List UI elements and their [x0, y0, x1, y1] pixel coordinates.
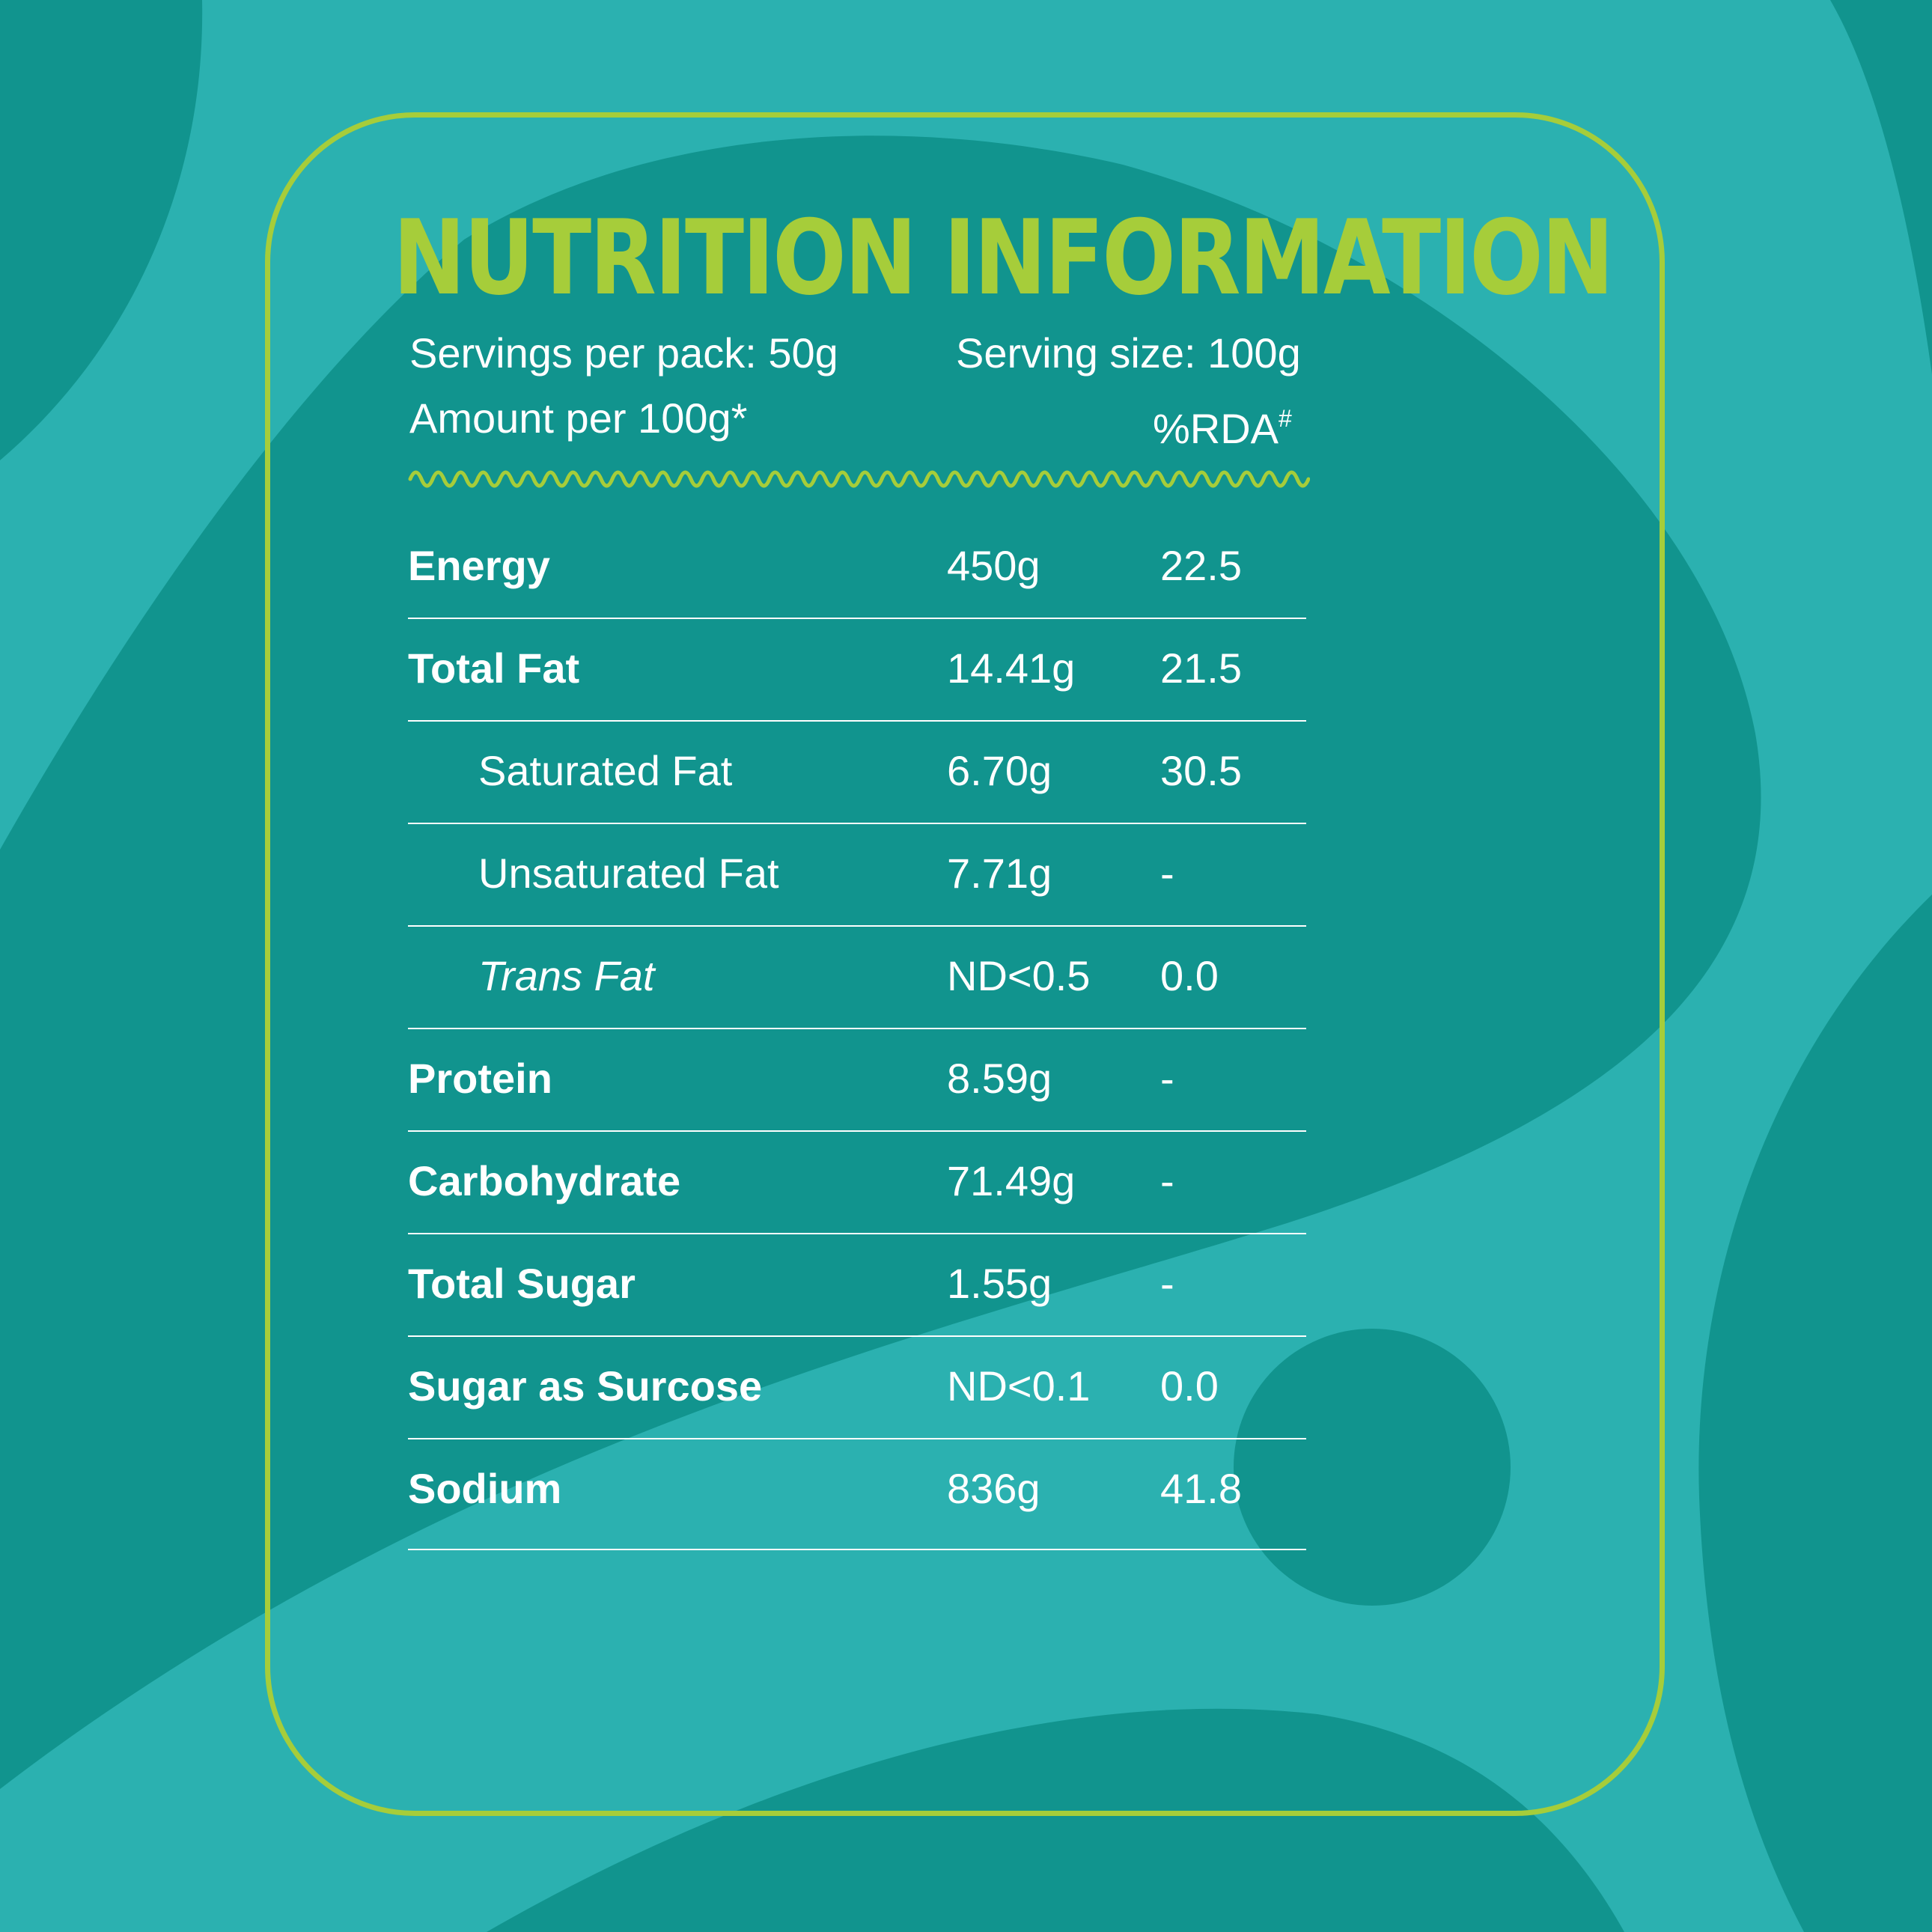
table-row: Carbohydrate 71.49g -: [408, 1132, 1306, 1234]
nutrient-amount: ND<0.1: [947, 1362, 1091, 1410]
nutrient-name: Total Fat: [408, 644, 580, 692]
nutrient-amount: 14.41g: [947, 644, 1076, 692]
table-row: Protein 8.59g -: [408, 1029, 1306, 1132]
nutrient-amount: 1.55g: [947, 1260, 1052, 1307]
nutrient-name: Carbohydrate: [408, 1157, 681, 1204]
nutrient-name: Saturated Fat: [478, 747, 733, 794]
nutrient-amount: 8.59g: [947, 1055, 1052, 1102]
nutrient-name: Protein: [408, 1055, 552, 1102]
nutrient-rda: 22.5: [1160, 542, 1242, 589]
table-row: Energy 450g 22.5: [408, 516, 1306, 619]
nutrient-rda: 30.5: [1160, 747, 1242, 794]
nutrient-rda: -: [1160, 1157, 1174, 1204]
nutrient-rda: -: [1160, 850, 1174, 897]
nutrient-rda: -: [1160, 1055, 1174, 1102]
wavy-divider: [408, 470, 1310, 488]
nutrition-card-border: [265, 112, 1665, 1816]
page-title: NUTRITION INFORMATION: [393, 198, 1614, 318]
nutrient-name: Energy: [408, 542, 550, 589]
nutrient-amount: 6.70g: [947, 747, 1052, 794]
table-row: Total Sugar 1.55g -: [408, 1234, 1306, 1337]
rda-label: %RDA: [1153, 405, 1279, 452]
nutrient-rda: 21.5: [1160, 644, 1242, 692]
nutrient-amount: 836g: [947, 1465, 1040, 1512]
nutrient-rda: -: [1160, 1260, 1174, 1307]
nutrient-name: Sodium: [408, 1465, 562, 1512]
nutrient-name: Unsaturated Fat: [478, 850, 779, 897]
nutrient-amount: 71.49g: [947, 1157, 1076, 1204]
table-row: Total Fat 14.41g 21.5: [408, 619, 1306, 722]
nutrient-name: Sugar as Surcose: [408, 1362, 763, 1410]
nutrient-amount: ND<0.5: [947, 952, 1091, 999]
nutrient-rda: 0.0: [1160, 952, 1219, 999]
nutrient-name: Trans Fat: [478, 952, 655, 999]
amount-per-label: Amount per 100g*: [409, 394, 748, 442]
nutrient-amount: 450g: [947, 542, 1040, 589]
table-row: Trans Fat ND<0.5 0.0: [408, 927, 1306, 1029]
table-row: Saturated Fat 6.70g 30.5: [408, 722, 1306, 824]
servings-per-pack: Servings per pack: 50g: [409, 329, 838, 377]
rda-header: %RDA#: [1153, 394, 1292, 453]
serving-size: Serving size: 100g: [956, 329, 1301, 377]
nutrient-amount: 7.71g: [947, 850, 1052, 897]
table-row: Sodium 836g 41.8: [408, 1439, 1306, 1550]
table-row: Unsaturated Fat 7.71g -: [408, 824, 1306, 927]
nutrient-rda: 0.0: [1160, 1362, 1219, 1410]
table-row: Sugar as Surcose ND<0.1 0.0: [408, 1337, 1306, 1439]
nutrient-rda: 41.8: [1160, 1465, 1242, 1512]
rda-footnote-mark: #: [1279, 405, 1292, 432]
nutrient-name: Total Sugar: [408, 1260, 636, 1307]
